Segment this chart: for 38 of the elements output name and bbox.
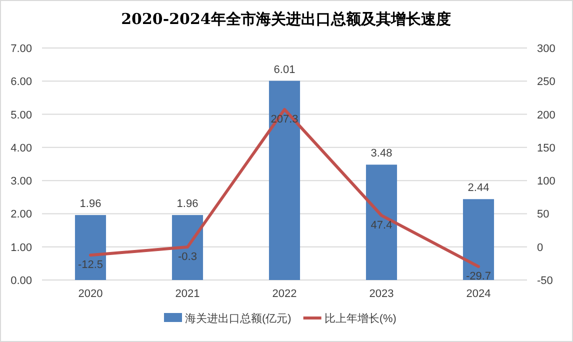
y2-tick-label: 300 [537,43,556,55]
y2-tick-label: 200 [537,109,556,122]
legend-label: 海关进出口总额(亿元) [185,312,292,325]
y2-tick-label: 50 [537,208,550,221]
y2-tick-label: 100 [537,176,556,188]
y2-tick-label: 0 [537,242,544,254]
data-label: -12.5 [78,259,104,272]
y-tick-label: 3.00 [10,176,32,188]
bar [366,164,398,280]
data-label: -29.7 [466,270,492,283]
legend-label: 比上年增长(%) [324,312,396,325]
bar [268,80,300,280]
data-label: 6.01 [274,64,296,76]
data-label: 2.44 [468,182,490,194]
x-tick-label: 2021 [175,288,200,300]
y-tick-label: 0.00 [10,275,32,287]
data-label: 47.4 [370,219,392,232]
y-tick-label: 7.00 [10,43,32,55]
bar [172,215,204,280]
bar [74,215,106,280]
y-tick-label: 2.00 [10,208,32,221]
x-tick-label: 2022 [272,288,297,300]
data-label: -0.3 [178,251,197,264]
chart-title: 2020-2024年全市海关进出口总额及其增长速度 [121,10,451,28]
y-tick-label: 6.00 [10,76,32,88]
x-tick-label: 2024 [466,288,491,300]
data-label: 3.48 [370,148,392,160]
data-label: 1.96 [80,198,102,210]
y2-tick-label: 150 [537,142,556,154]
y-tick-label: 1.00 [10,242,32,254]
y2-tick-label: -50 [537,275,553,287]
data-label: 1.96 [176,198,198,210]
bar [462,199,494,280]
y-tick-label: 4.00 [10,142,32,154]
x-tick-label: 2020 [78,288,103,300]
x-tick-label: 2023 [369,288,394,300]
y-tick-label: 5.00 [10,109,32,122]
y2-tick-label: 250 [537,76,556,88]
